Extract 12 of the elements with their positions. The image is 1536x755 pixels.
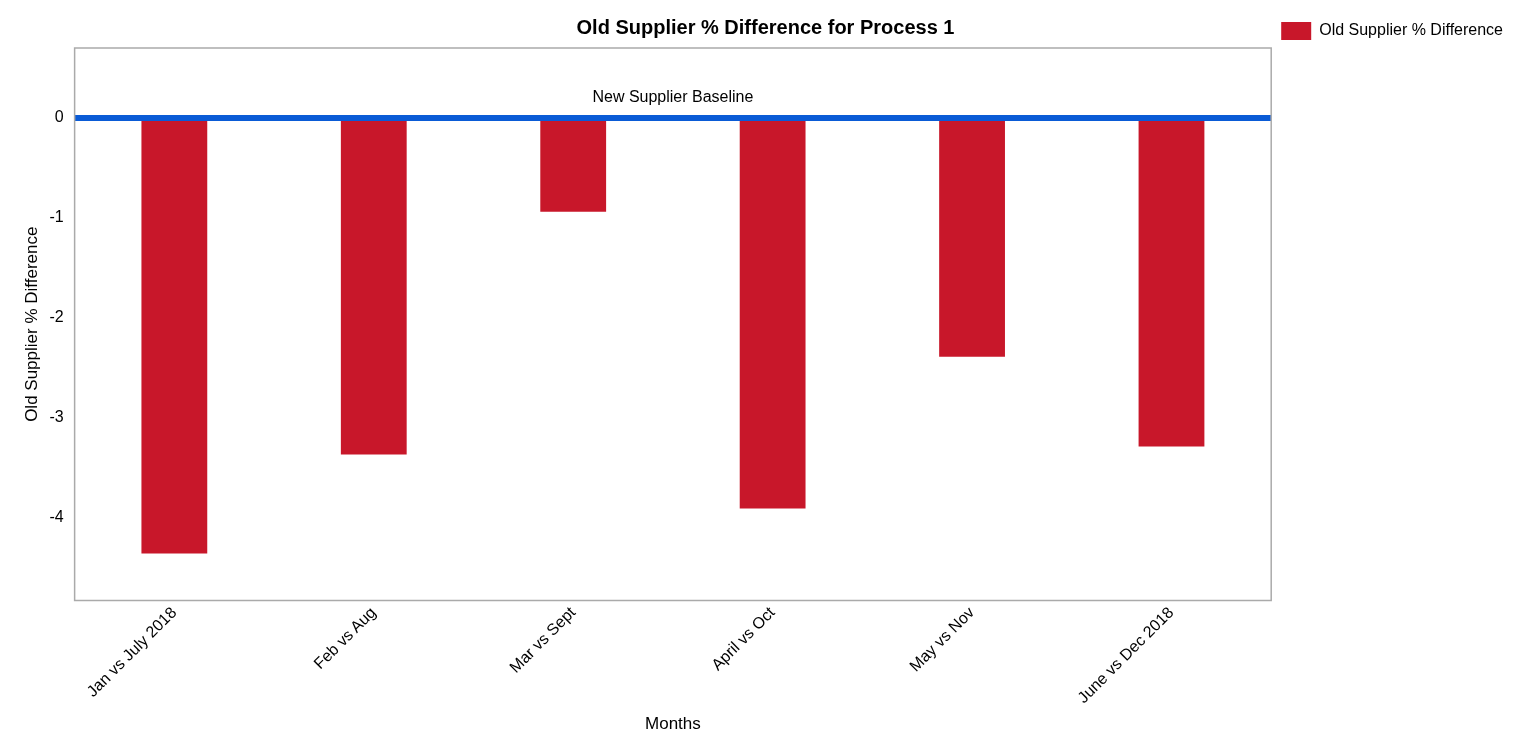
y-tick-label: -2 xyxy=(49,308,64,326)
y-tick-label: 0 xyxy=(54,108,64,126)
y-tick-label: -3 xyxy=(49,408,64,426)
x-tick-label: May vs Nov xyxy=(906,603,978,675)
x-axis-title: Months xyxy=(645,714,701,734)
y-axis-title: Old Supplier % Difference xyxy=(21,226,41,422)
x-tick-label: Feb vs Aug xyxy=(310,603,380,673)
chart-title: Old Supplier % Difference for Process 1 xyxy=(576,15,955,38)
legend-label: Old Supplier % Difference xyxy=(1319,21,1504,39)
y-tick-label: -1 xyxy=(49,208,64,226)
ref-line-label: New Supplier Baseline xyxy=(592,88,754,106)
y-tick-label: -4 xyxy=(49,507,64,525)
